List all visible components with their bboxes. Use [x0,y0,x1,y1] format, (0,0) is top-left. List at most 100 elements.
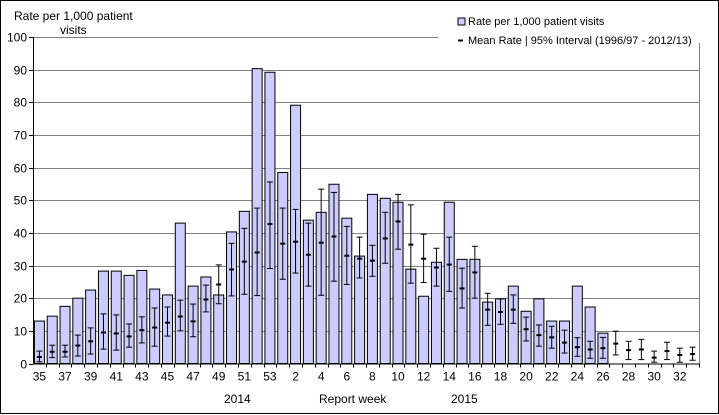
x-tick-label: 30 [647,370,661,384]
y-tick-label: 80 [14,96,28,110]
mean-marker [421,257,427,260]
mean-marker [433,266,439,269]
mean-marker [139,329,145,332]
x-tick-label: 10 [391,370,405,384]
mean-marker [75,344,81,347]
errorbar-week-29 [638,338,645,361]
errorbar-week-24 [574,337,581,357]
y-tick-label: 40 [14,227,28,241]
x-tick-label: 41 [110,370,124,384]
errorbar-week-35 [36,350,43,363]
x-tick-label: 35 [33,370,47,384]
mean-marker [126,335,132,338]
mean-marker [267,223,273,226]
year-label-2014: 2014 [224,392,251,406]
mean-marker [446,263,452,266]
mean-marker [369,259,375,262]
mean-marker [600,347,606,350]
errorbar-week-6 [343,225,350,285]
x-tick-label: 43 [135,370,149,384]
errorbar-week-39 [87,327,94,355]
legend: Rate per 1,000 patient visits Mean Rate … [457,16,692,47]
x-tick-label: 26 [596,370,610,384]
errorbar-week-27 [612,330,619,356]
errorbar-week-5 [330,191,337,282]
errorbar-week-37 [62,344,69,358]
errorbar-week-50 [228,242,235,297]
errorbar-week-48 [202,284,209,313]
y-tick-label: 90 [14,64,28,78]
errorbar-week-21 [535,324,542,347]
x-tick-label: 4 [318,370,325,384]
y-tick-label: 20 [14,292,28,306]
mean-marker [677,354,683,357]
x-tick-label: 32 [673,370,687,384]
mean-marker [113,332,119,335]
mean-marker [613,342,619,345]
mean-marker [459,287,465,290]
x-tick-label: 53 [263,370,277,384]
error-bars [36,181,696,363]
mean-marker [510,308,516,311]
errorbar-week-16 [471,245,478,299]
mean-marker [408,243,414,246]
errorbar-week-53 [266,181,273,269]
bar-week-12 [418,295,430,364]
mean-marker [357,257,363,260]
errorbar-week-3 [305,222,312,287]
errorbar-week-8 [369,244,376,277]
mean-marker [318,241,324,244]
x-tick-label: 51 [238,370,252,384]
legend-bar-label: Rate per 1,000 patient visits [468,16,605,28]
mean-marker [100,331,106,334]
errorbar-week-18 [497,298,504,325]
y-tick-label: 100 [7,31,27,45]
mean-marker [523,328,529,331]
errorbar-week-38 [74,334,81,357]
mean-marker [88,340,94,343]
errorbar-week-31 [663,341,670,361]
mean-marker [62,350,68,353]
mean-marker [344,254,350,257]
mean-marker [626,349,632,352]
mean-marker [562,341,568,344]
errorbar-week-46 [177,299,184,332]
errorbar-week-47 [190,303,197,338]
errorbar-week-12 [420,233,427,284]
mean-marker [305,253,311,256]
x-tick-label: 6 [343,370,350,384]
x-tick-label: 45 [161,370,175,384]
x-tick-label: 16 [468,370,482,384]
bar-week-8 [366,193,378,364]
x-tick-label: 24 [571,370,585,384]
errorbar-week-52 [254,207,261,297]
axes [29,37,700,368]
mean-marker [36,355,42,358]
errorbar-week-7 [356,236,363,279]
errorbar-week-17 [484,292,491,326]
mean-marker [216,283,222,286]
errorbar-week-25 [587,340,594,359]
errorbar-week-26 [599,336,606,359]
legend-mean-swatch [458,39,463,42]
errorbar-week-40 [100,313,107,350]
y-axis-title-line2: visits [60,23,87,37]
mean-marker [254,251,260,254]
errorbar-week-43 [138,316,145,344]
mean-marker [549,336,555,339]
mean-marker [229,268,235,271]
mean-marker [638,348,644,351]
x-tick-label: 18 [494,370,508,384]
errorbar-week-36 [49,344,56,359]
bar-week-46 [174,222,186,364]
errorbar-week-9 [382,211,389,264]
errorbar-week-10 [395,193,402,250]
y-tick-label: 10 [14,325,28,339]
x-tick-label: 28 [622,370,636,384]
mean-marker [574,346,580,349]
mean-marker [203,298,209,301]
x-tick-label: 8 [369,370,376,384]
errorbar-week-13 [433,247,440,287]
